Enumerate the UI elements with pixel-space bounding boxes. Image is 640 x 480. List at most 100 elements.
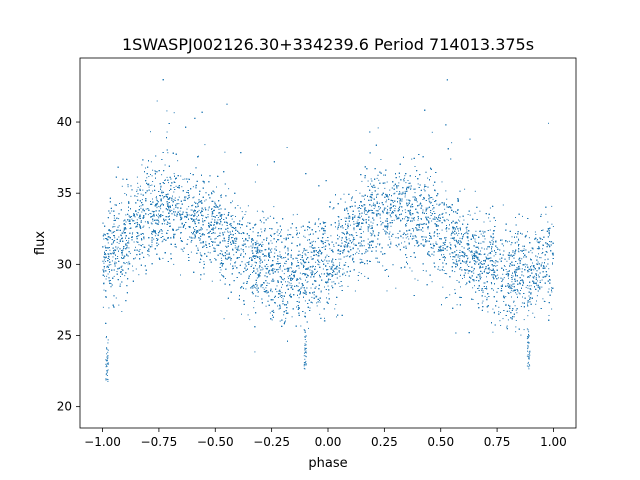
- data-point: [229, 233, 231, 235]
- data-point: [491, 240, 493, 241]
- data-point: [475, 235, 477, 236]
- data-point: [355, 232, 357, 234]
- data-point: [205, 243, 207, 245]
- data-point: [233, 242, 235, 243]
- data-point: [212, 200, 214, 202]
- data-point: [153, 211, 155, 212]
- data-point: [260, 228, 262, 230]
- data-point: [481, 302, 483, 304]
- data-point: [496, 247, 498, 248]
- data-point: [338, 236, 340, 238]
- data-point: [531, 265, 533, 267]
- data-point: [246, 262, 248, 264]
- data-point: [104, 275, 105, 277]
- data-point: [240, 253, 242, 255]
- data-point: [205, 241, 207, 243]
- data-point: [370, 221, 372, 223]
- data-point: [152, 220, 154, 222]
- data-point: [150, 201, 151, 202]
- data-point: [419, 195, 421, 197]
- data-point: [319, 313, 321, 315]
- data-point: [327, 269, 329, 270]
- data-point: [285, 263, 287, 265]
- data-point: [257, 291, 259, 293]
- data-point: [191, 209, 193, 211]
- data-point: [404, 209, 406, 211]
- data-point: [306, 281, 308, 283]
- data-point: [380, 224, 382, 226]
- data-point: [150, 161, 152, 163]
- data-point: [261, 244, 262, 246]
- data-point: [240, 227, 241, 229]
- data-point: [403, 193, 405, 195]
- data-point: [338, 222, 340, 224]
- data-point: [375, 210, 377, 212]
- data-point: [178, 203, 180, 205]
- data-point: [241, 244, 243, 246]
- data-point: [132, 270, 134, 272]
- data-point: [332, 262, 334, 264]
- data-point: [446, 249, 448, 251]
- data-point: [259, 266, 261, 267]
- data-point: [418, 204, 420, 206]
- data-point: [232, 241, 234, 243]
- data-point: [110, 230, 112, 232]
- data-point: [418, 226, 420, 228]
- data-point: [268, 282, 270, 284]
- data-point: [120, 276, 121, 277]
- data-point: [128, 223, 130, 225]
- data-point: [445, 190, 447, 192]
- data-point: [498, 277, 499, 279]
- data-point: [367, 243, 369, 245]
- data-point: [437, 235, 439, 237]
- data-point: [430, 211, 432, 213]
- data-point: [118, 236, 120, 238]
- data-point: [446, 230, 448, 232]
- data-point: [439, 220, 441, 222]
- data-point: [133, 241, 135, 243]
- data-point: [510, 244, 512, 246]
- data-point: [525, 266, 526, 268]
- data-point: [173, 208, 175, 210]
- data-point: [307, 269, 309, 270]
- data-point: [261, 210, 263, 212]
- data-point: [480, 230, 482, 232]
- data-point: [458, 219, 459, 221]
- data-point: [363, 210, 365, 212]
- data-point: [147, 254, 149, 255]
- data-point: [474, 190, 476, 192]
- data-point: [407, 236, 409, 238]
- data-point: [320, 290, 322, 292]
- data-point: [309, 246, 311, 248]
- data-point: [499, 258, 501, 260]
- data-point: [322, 268, 324, 270]
- data-point: [342, 274, 344, 276]
- data-point: [299, 272, 301, 274]
- data-point: [341, 232, 343, 233]
- data-point: [161, 195, 163, 197]
- data-point: [103, 267, 105, 269]
- data-point: [376, 177, 378, 179]
- data-point: [480, 254, 482, 256]
- data-point: [347, 285, 349, 287]
- data-point: [262, 261, 263, 263]
- data-point: [313, 274, 315, 276]
- data-point: [466, 229, 468, 231]
- data-point: [160, 199, 162, 201]
- data-point: [133, 220, 135, 222]
- data-point: [304, 289, 306, 291]
- data-point: [262, 211, 264, 213]
- data-point: [114, 261, 116, 263]
- data-point: [164, 223, 166, 225]
- data-point: [378, 179, 380, 181]
- data-point: [503, 277, 505, 279]
- data-point: [192, 221, 194, 222]
- data-point: [511, 284, 513, 286]
- data-point: [136, 213, 138, 215]
- data-point: [372, 222, 374, 224]
- data-point: [191, 214, 193, 216]
- data-point: [368, 243, 370, 245]
- data-point: [274, 297, 276, 298]
- data-point: [157, 220, 159, 222]
- data-point: [456, 304, 458, 306]
